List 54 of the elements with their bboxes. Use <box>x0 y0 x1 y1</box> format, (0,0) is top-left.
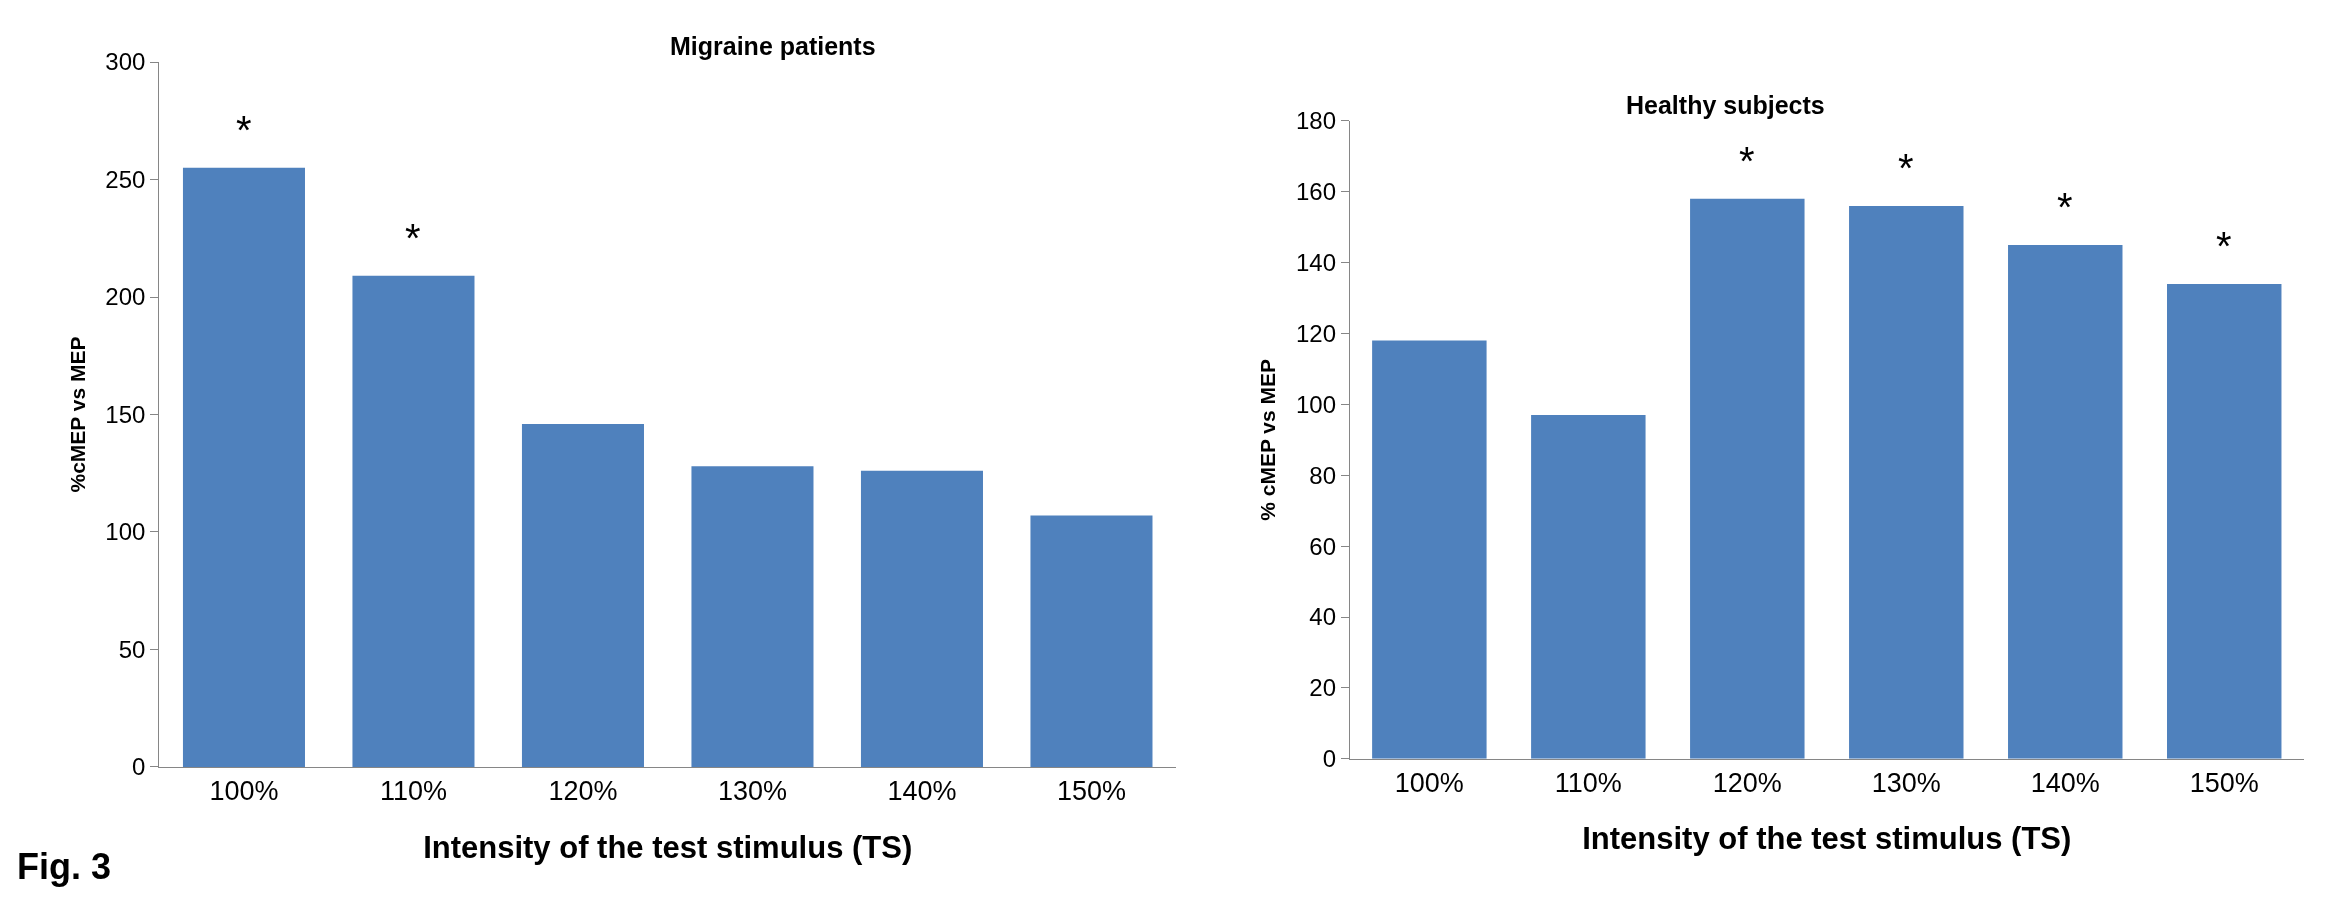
annotation: * <box>236 108 252 152</box>
annotation: * <box>1739 139 1755 183</box>
y-tick-label: 80 <box>1309 461 1337 489</box>
bar <box>2008 244 2123 759</box>
y-tick-label: 300 <box>105 48 146 76</box>
x-axis-title: Intensity of the test stimulus (TS) <box>423 829 913 865</box>
x-tick-label: 100% <box>1394 768 1464 799</box>
bar <box>1690 198 1805 759</box>
y-tick-label: 50 <box>118 635 146 663</box>
x-tick-label: 120% <box>548 776 618 807</box>
y-tick-label: 100 <box>1296 390 1337 418</box>
y-tick-label: 0 <box>1322 745 1337 773</box>
y-tick-label: 120 <box>1296 319 1337 347</box>
bar <box>1531 415 1646 759</box>
annotation: * <box>2216 224 2232 268</box>
y-tick-label: 150 <box>105 400 146 428</box>
bar <box>1372 340 1487 759</box>
x-tick-label: 130% <box>717 776 787 807</box>
x-tick-label: 150% <box>2189 768 2259 799</box>
bar <box>1030 515 1153 767</box>
chart-title: Migraine patients <box>670 32 876 60</box>
annotation: * <box>1898 146 1914 190</box>
y-axis-title: %cMEP vs MEP <box>65 336 89 493</box>
y-tick-label: 160 <box>1296 178 1337 206</box>
bar <box>352 275 475 767</box>
y-tick-label: 0 <box>132 753 146 781</box>
bar <box>1849 205 1964 759</box>
bar <box>182 167 305 767</box>
x-tick-label: 130% <box>1871 768 1941 799</box>
x-tick-label: 150% <box>1056 776 1126 807</box>
bar <box>691 466 814 767</box>
x-tick-label: 110% <box>379 776 447 807</box>
bar <box>521 423 644 767</box>
caption: Fig. 3 <box>17 846 112 887</box>
bar <box>860 470 983 767</box>
y-tick-label: 140 <box>1296 249 1337 277</box>
x-tick-label: 140% <box>2030 768 2100 799</box>
y-tick-label: 180 <box>1296 107 1337 135</box>
x-tick-label: 110% <box>1554 768 1622 799</box>
y-tick-label: 200 <box>105 283 146 311</box>
annotation: * <box>405 216 421 260</box>
x-tick-label: 100% <box>209 776 279 807</box>
annotation: * <box>2057 185 2073 229</box>
y-axis-title: % cMEP vs MEP <box>1256 358 1280 521</box>
x-axis-title: Intensity of the test stimulus (TS) <box>1582 821 2072 857</box>
y-tick-label: 100 <box>105 518 146 546</box>
y-tick-label: 250 <box>105 165 146 193</box>
x-tick-label: 120% <box>1712 768 1782 799</box>
x-tick-label: 140% <box>887 776 957 807</box>
bar <box>2167 283 2282 759</box>
y-tick-label: 40 <box>1309 603 1337 631</box>
y-tick-label: 20 <box>1309 674 1337 702</box>
y-tick-label: 60 <box>1309 532 1337 560</box>
chart-title: Healthy subjects <box>1626 91 1825 119</box>
